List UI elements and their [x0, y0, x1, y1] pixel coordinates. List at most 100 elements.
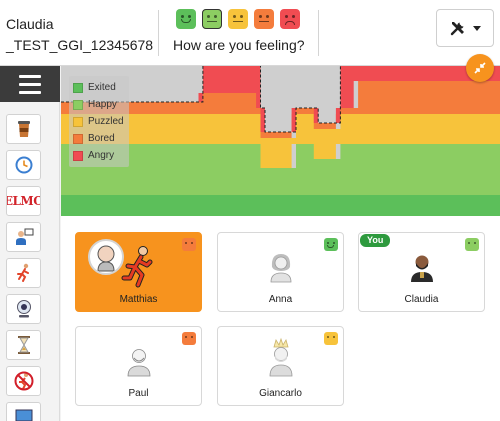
participant-name: Paul — [128, 388, 149, 399]
badge-eye — [333, 336, 335, 338]
legend-label: Happy — [88, 99, 117, 110]
mood-mouth — [259, 21, 269, 22]
hamburger-bar — [19, 90, 41, 94]
mood-badge — [182, 238, 196, 251]
webcam-icon — [16, 300, 31, 318]
mood-eye — [188, 15, 191, 18]
mood-question: How are you feeling? — [173, 37, 305, 53]
legend-swatch — [73, 99, 83, 110]
mood-button-bored[interactable] — [254, 9, 274, 29]
legend-item-bored: Bored — [73, 130, 125, 147]
mood-eye — [240, 15, 243, 18]
hamburger-menu-icon — [19, 74, 41, 78]
mood-eye — [259, 15, 262, 18]
hourglass-icon — [17, 336, 30, 354]
legend-item-puzzled: Puzzled — [73, 113, 125, 130]
badge-eye — [191, 242, 193, 244]
legend-label: Exited — [88, 82, 116, 93]
collapse-chart-button[interactable] — [466, 54, 494, 82]
mood-eye — [207, 15, 210, 18]
mood-mouth — [233, 21, 243, 22]
series-area-puzzled — [61, 114, 500, 168]
badge-eye — [468, 242, 470, 244]
series-area-exited — [61, 195, 500, 216]
participant-card-claudia[interactable]: You Claudia — [358, 232, 485, 312]
collapse-arrows-icon — [474, 62, 486, 74]
mood-eye — [233, 15, 236, 18]
mood-selector — [176, 9, 300, 29]
king-avatar-icon — [269, 337, 292, 377]
presenter-icon — [15, 228, 33, 245]
legend-item-exited: Exited — [73, 79, 125, 96]
sidebar-item-webcam[interactable] — [6, 294, 41, 324]
sidebar-item-runner[interactable] — [6, 258, 41, 288]
sidebar-item-hourglass[interactable] — [6, 330, 41, 360]
mood-badge — [324, 332, 338, 345]
participant-card-anna[interactable]: Anna — [217, 232, 344, 312]
legend-swatch — [73, 116, 83, 127]
own-avatar — [88, 239, 124, 275]
series-area-angry — [61, 66, 500, 132]
mood-eye — [292, 15, 295, 18]
elmo-icon: ELMO — [7, 194, 41, 208]
mood-mouth — [207, 21, 217, 22]
hamburger-bar — [19, 82, 41, 86]
runner-icon — [121, 246, 152, 288]
mood-eye — [266, 15, 269, 18]
badge-eye — [185, 336, 187, 338]
sidebar-item-presenter[interactable] — [6, 222, 41, 252]
woman-avatar-icon — [270, 254, 291, 283]
participant-name: Matthias — [119, 294, 158, 305]
user-name: Claudia _TEST_GGI_12345678 — [6, 14, 153, 56]
legend-swatch — [73, 133, 83, 144]
user-name-line2: _TEST_GGI_12345678 — [6, 37, 154, 53]
mood-button-happy[interactable] — [202, 9, 222, 29]
legend-item-happy: Happy — [73, 96, 125, 113]
chart-legend: Exited Happy Puzzled Bored Angry — [69, 76, 129, 167]
mood-badge — [324, 238, 338, 251]
legend-swatch — [73, 82, 83, 93]
mood-eye — [214, 15, 217, 18]
clock-icon — [15, 156, 32, 174]
sidebar-item-clock[interactable] — [6, 150, 41, 180]
header-divider-right — [318, 10, 319, 56]
coffee-cup-icon — [17, 121, 30, 137]
participants-grid: Matthias Anna You Claud — [61, 216, 500, 421]
legend-label: Angry — [88, 150, 115, 161]
sidebar-item-elmo[interactable]: ELMO — [6, 186, 41, 216]
sidebar-item-no-running[interactable] — [6, 366, 41, 396]
mood-mouth — [285, 21, 295, 25]
no-running-icon — [14, 371, 33, 391]
mood-eye — [285, 15, 288, 18]
sidebar-item-coffee[interactable] — [6, 114, 41, 144]
runner-icon — [16, 263, 29, 282]
badge-eye — [185, 242, 187, 244]
chart-outline — [61, 66, 341, 133]
mood-button-puzzled[interactable] — [228, 9, 248, 29]
avatar-icon — [97, 245, 115, 272]
mood-chart: Exited Happy Puzzled Bored Angry — [61, 66, 500, 216]
participant-name: Claudia — [404, 294, 439, 305]
sidebar-item-screen[interactable] — [6, 402, 41, 421]
mood-badge — [465, 238, 479, 251]
tools-icon — [450, 22, 464, 36]
legend-item-angry: Angry — [73, 147, 125, 164]
mood-mouth — [181, 19, 191, 23]
legend-swatch — [73, 150, 83, 161]
mood-button-angry[interactable] — [280, 9, 300, 29]
participant-card-giancarlo[interactable]: Giancarlo — [217, 326, 344, 406]
series-area-happy — [61, 144, 500, 195]
tools-menu-button[interactable] — [436, 9, 494, 47]
legend-label: Puzzled — [88, 116, 124, 127]
hamburger-menu-button[interactable] — [0, 66, 60, 102]
badge-eye — [333, 242, 335, 244]
series-area-bored — [61, 81, 500, 138]
mood-button-excited[interactable] — [176, 9, 196, 29]
participant-card-matthias[interactable]: Matthias — [75, 232, 202, 312]
you-badge: You — [360, 234, 391, 247]
sidebar: ELMO — [0, 66, 60, 421]
participant-card-paul[interactable]: Paul — [75, 326, 202, 406]
legend-label: Bored — [88, 133, 115, 144]
participant-name: Giancarlo — [259, 388, 302, 399]
